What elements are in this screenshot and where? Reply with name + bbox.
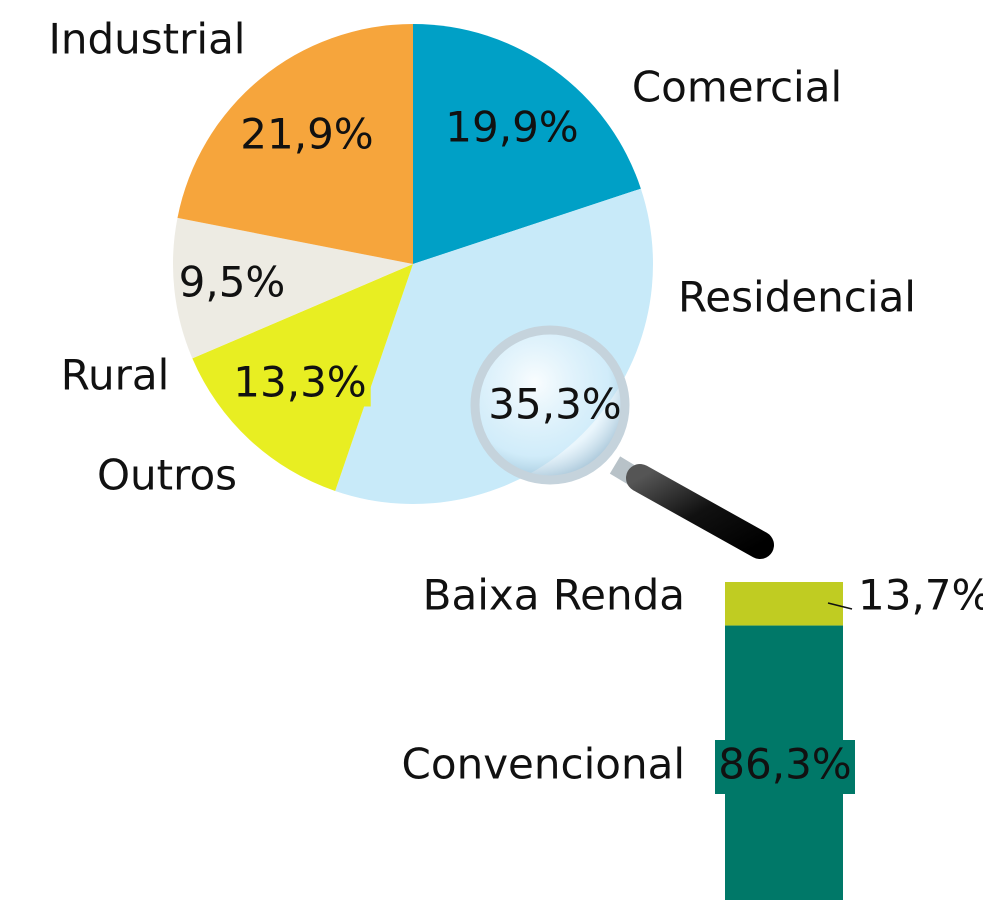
- value-label: 35,3%: [488, 380, 621, 429]
- value-label: 13,7%: [858, 570, 983, 619]
- magnifier: [470, 325, 774, 559]
- pie-slice: [177, 24, 413, 264]
- category-label: Rural: [61, 351, 170, 400]
- bar-segment: [725, 582, 843, 626]
- magnifier-handle: [626, 464, 774, 559]
- leader-line: [827, 602, 853, 610]
- value-label: 86,3%: [718, 740, 851, 789]
- category-label: Residencial: [678, 273, 916, 322]
- legend-label: Convencional: [402, 740, 685, 789]
- value-label-box: [715, 740, 855, 794]
- labels: Comercial 19,9% Residencial 35,3% Outros 13,3…: [49, 15, 983, 794]
- pie-slice: [413, 24, 641, 264]
- value-label: 19,9%: [445, 103, 578, 152]
- value-label: 9,5%: [179, 258, 286, 307]
- magnifier-lens: [470, 325, 630, 485]
- legend-label: Baixa Renda: [423, 570, 685, 619]
- pie-slice: [173, 217, 413, 359]
- category-label: Industrial: [49, 15, 246, 64]
- value-label-box: [229, 359, 371, 407]
- category-label: Outros: [97, 451, 237, 500]
- value-label: 21,9%: [240, 110, 373, 159]
- category-label: Comercial: [632, 63, 842, 112]
- value-label: 13,3%: [233, 358, 366, 407]
